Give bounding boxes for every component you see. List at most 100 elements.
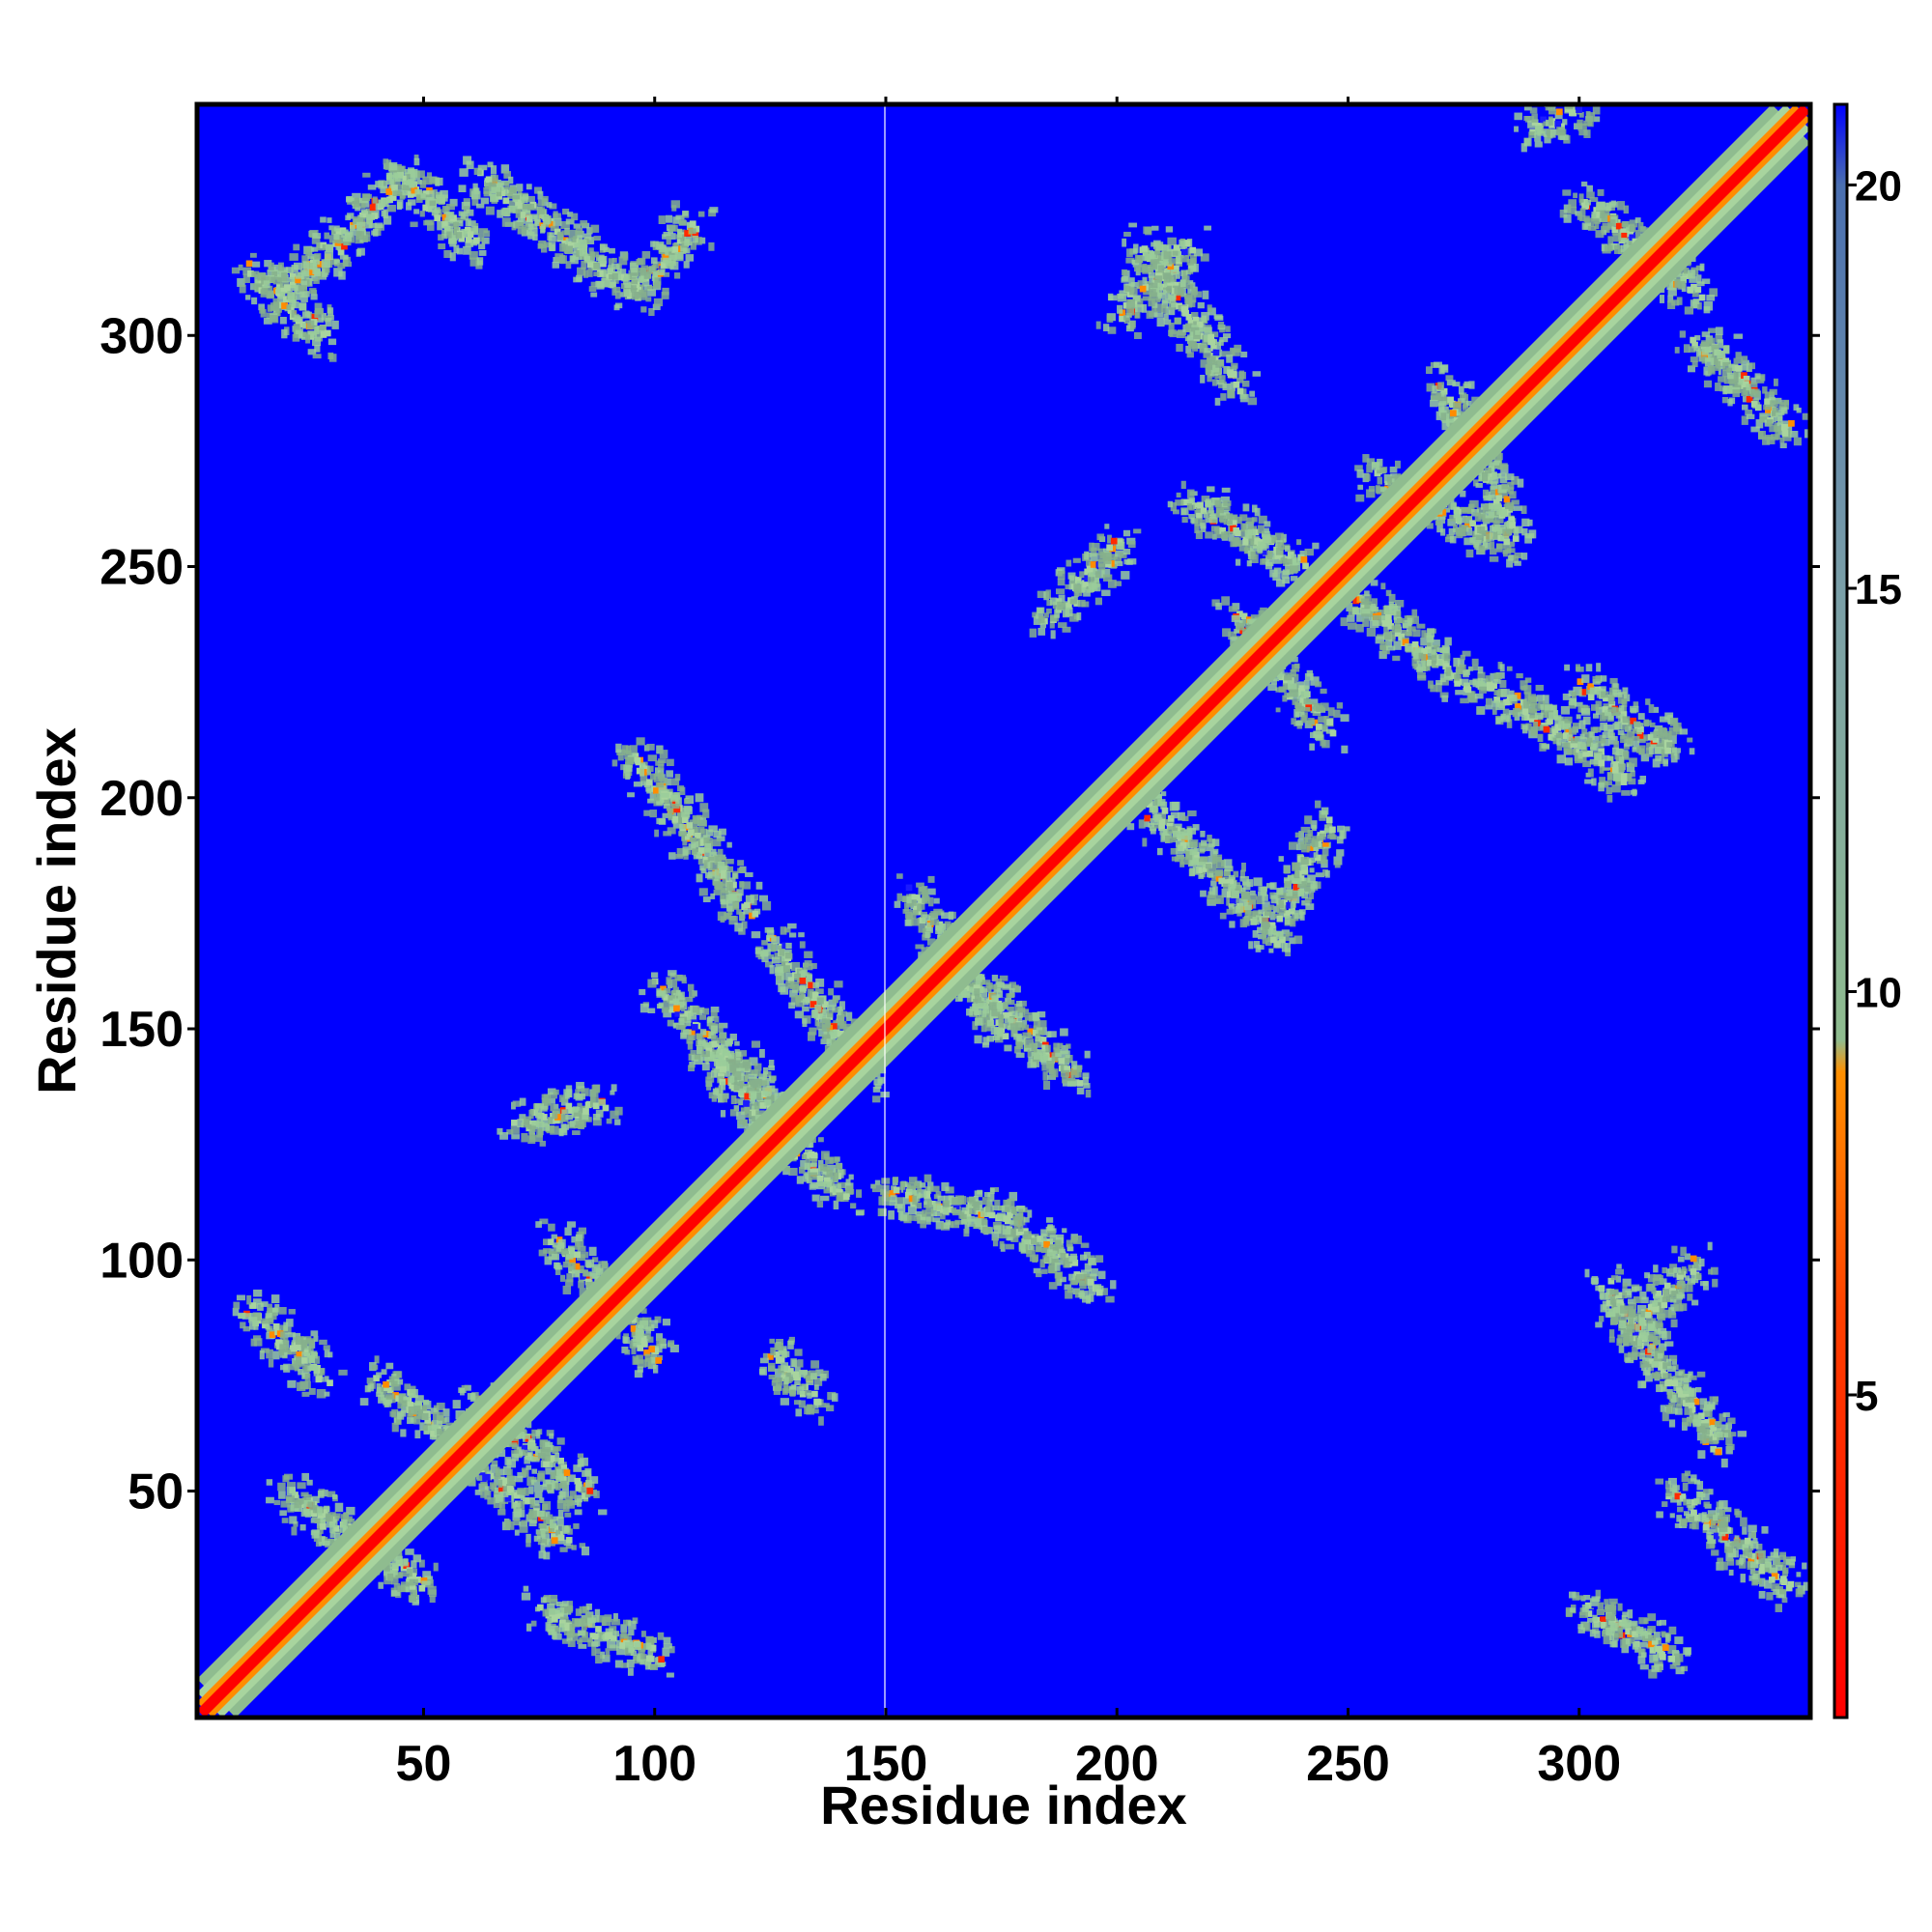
contact-cell <box>1060 1028 1068 1037</box>
contact-cell <box>871 1184 882 1193</box>
contact-cell <box>683 247 691 254</box>
contact-cell <box>985 985 992 993</box>
contact-cell <box>633 781 643 787</box>
contact-cell <box>289 1516 298 1524</box>
contact-cell <box>1009 1191 1018 1202</box>
contact-cell <box>902 909 912 914</box>
contact-cell <box>549 1092 557 1099</box>
contact-cell <box>547 1097 555 1104</box>
contact-cell <box>537 190 544 200</box>
contact-cell <box>281 1518 289 1523</box>
contact-cell <box>732 900 740 910</box>
contact-cell <box>975 1218 982 1228</box>
contact-cell <box>581 1088 589 1096</box>
contact-cell <box>421 1580 431 1586</box>
contact-cell <box>301 291 310 298</box>
contact-cell <box>308 1345 314 1353</box>
contact-cell <box>1035 1038 1043 1048</box>
contact-cell <box>1095 569 1105 579</box>
contact-cell <box>573 223 582 229</box>
contact-cell <box>341 1519 348 1528</box>
contact-cell <box>456 247 464 255</box>
contact-cell <box>484 181 493 189</box>
contact-cell <box>444 1416 450 1423</box>
contact-cell <box>409 1578 418 1586</box>
contact-cell <box>688 991 696 999</box>
contact-cell <box>750 1081 758 1088</box>
contact-cell <box>561 1109 569 1115</box>
contact-cell <box>827 1181 832 1187</box>
contact-cell <box>1036 607 1045 614</box>
contact-cell <box>306 1355 315 1364</box>
contact-cell <box>449 198 458 207</box>
contact-cell <box>785 942 792 950</box>
contact-cell <box>668 812 673 819</box>
contact-cell <box>576 1254 585 1262</box>
contact-cell <box>1043 1080 1051 1091</box>
contact-cell <box>301 1356 308 1364</box>
contact-cell <box>1046 608 1052 614</box>
contact-cell <box>918 903 925 910</box>
contact-cell <box>696 826 705 834</box>
contact-cell <box>639 773 648 782</box>
contact-cell <box>558 1094 568 1102</box>
contact-cell <box>556 1612 564 1619</box>
contact-cell <box>521 1592 531 1601</box>
contact-cell <box>1046 599 1053 607</box>
contact-cell <box>1002 1033 1009 1040</box>
contact-cell <box>952 1197 961 1206</box>
contact-cell <box>423 190 430 197</box>
contact-cell <box>974 1208 981 1215</box>
contact-cell <box>832 995 840 1001</box>
contact-cell <box>670 200 680 209</box>
contact-cell <box>971 995 979 1003</box>
contact-cell <box>499 1131 509 1140</box>
contact-cell <box>896 873 903 879</box>
contact-cell <box>561 1601 569 1606</box>
contact-cell <box>714 869 722 879</box>
contact-cell <box>534 186 542 194</box>
contact-cell <box>1058 1058 1065 1065</box>
contact-cell <box>287 1350 298 1355</box>
contact-cell <box>787 923 797 929</box>
contact-cell <box>565 1537 573 1544</box>
contact-cell <box>775 1357 782 1364</box>
contact-cell <box>1066 1081 1076 1087</box>
contact-cell <box>679 786 686 796</box>
contact-cell <box>596 1615 605 1623</box>
contact-cell <box>478 228 489 234</box>
contact-cell <box>1007 1198 1015 1208</box>
contact-cell <box>541 1454 551 1462</box>
contact-cell <box>441 234 448 240</box>
contact-cell <box>329 1523 335 1533</box>
contact-cell <box>483 186 490 194</box>
contact-cell <box>461 201 470 211</box>
contact-cell <box>389 194 397 201</box>
contact-cell <box>771 936 781 944</box>
contact-cell <box>253 283 263 290</box>
contact-cell <box>695 833 701 839</box>
contact-cell <box>673 806 681 813</box>
contact-cell <box>943 1207 949 1214</box>
contact-cell <box>623 1333 630 1339</box>
contact-cell <box>935 1220 945 1230</box>
contact-cell <box>372 228 379 237</box>
contact-cell <box>1071 1260 1079 1266</box>
contact-cell <box>643 1349 650 1356</box>
contact-cell <box>552 1242 560 1248</box>
contact-cell <box>524 1456 530 1464</box>
contact-cell <box>520 1494 526 1501</box>
contact-cell <box>529 1125 536 1132</box>
contact-cell <box>541 1534 551 1543</box>
contact-cell <box>658 818 667 825</box>
contact-cell <box>507 1475 515 1485</box>
contact-cell <box>260 309 267 318</box>
contact-cell <box>419 211 425 217</box>
contact-cell <box>543 1551 551 1560</box>
contact-cell <box>356 247 365 256</box>
contact-cell <box>647 1336 654 1343</box>
contact-cell <box>744 1093 752 1100</box>
contact-cell <box>324 232 330 240</box>
contact-cell <box>437 1428 445 1435</box>
contact-cell <box>437 1420 442 1427</box>
